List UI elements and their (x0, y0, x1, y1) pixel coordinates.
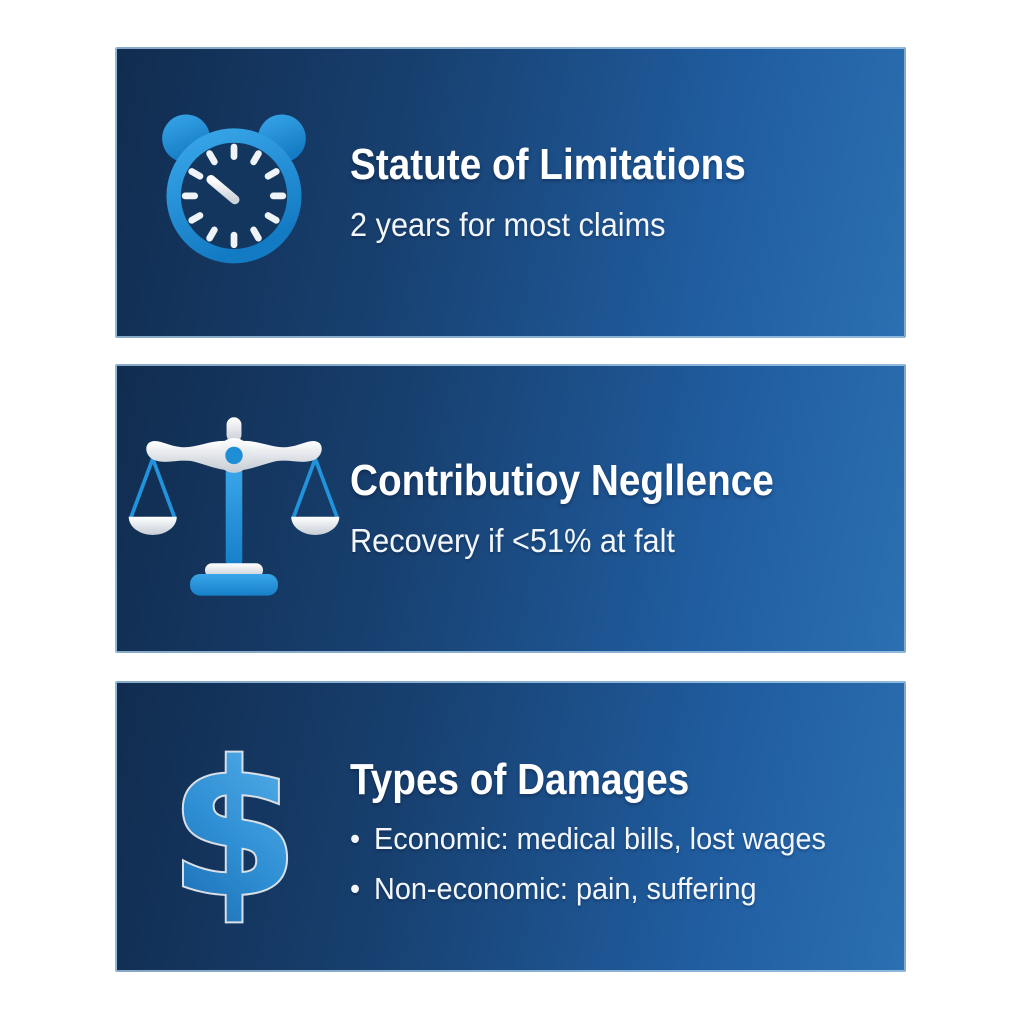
panel-subtitle: 2 years for most claims (350, 206, 666, 244)
panel-title: Types of Damages (350, 754, 690, 804)
alarm-clock-icon (117, 102, 350, 284)
panel-types-of-damages: $ Types of Damages • Economic: medical b… (115, 681, 906, 972)
panel-title: Contributioy Negllence (350, 455, 774, 505)
panel-contributory-negligence: Contributioy Negllence Recovery if <51% … (115, 364, 906, 653)
panel-title: Statute of Limitations (350, 139, 746, 189)
list-item: • Non-economic: pain, suffering (350, 871, 839, 907)
bullet-text: Economic: medical bills, lost wages (374, 821, 826, 857)
bullet-icon: • (350, 871, 361, 907)
panel-statute-of-limitations: Statute of Limitations 2 years for most … (115, 47, 906, 338)
bullet-text: Non-economic: pain, suffering (374, 871, 757, 907)
svg-text:$: $ (169, 722, 298, 932)
bullet-icon: • (350, 821, 361, 857)
scales-of-justice-icon (117, 409, 350, 608)
list-item: • Economic: medical bills, lost wages (350, 821, 839, 857)
dollar-sign-icon: $ (117, 722, 350, 932)
panel-subtitle: Recovery if <51% at falt (350, 522, 675, 560)
damages-bullet-list: • Economic: medical bills, lost wages • … (350, 821, 876, 907)
